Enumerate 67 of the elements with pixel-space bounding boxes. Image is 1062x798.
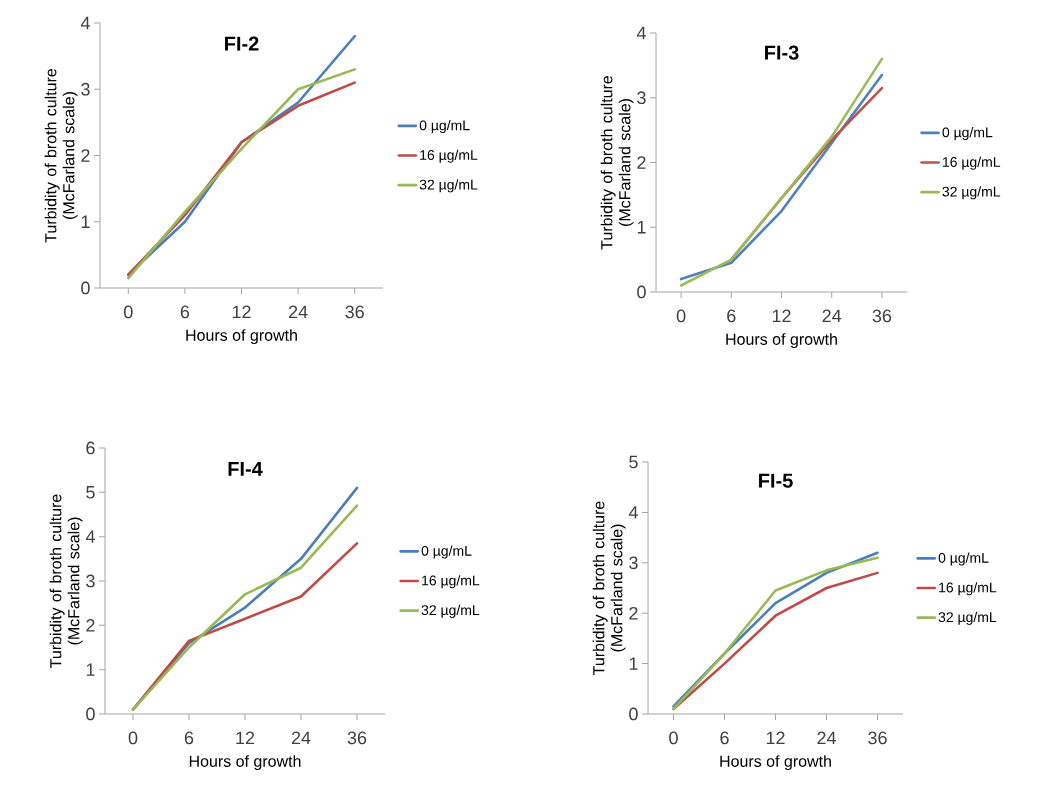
legend-label: 16 µg/mL xyxy=(420,149,478,163)
chart-title: FI-5 xyxy=(759,473,793,488)
x-tick-label: 0 xyxy=(669,731,678,745)
legend-label: 16 µg/mL xyxy=(422,575,480,589)
y-tick-label: 0 xyxy=(81,281,90,295)
x-axis-title: Hours of growth xyxy=(726,333,837,349)
y-tick-label: 1 xyxy=(629,657,638,670)
y-tick-label: 3 xyxy=(81,82,90,96)
legend-label: 0 µg/mL xyxy=(938,552,989,566)
x-axis-title: Hours of growth xyxy=(186,329,297,345)
x-tick-label: 24 xyxy=(822,309,842,323)
x-tick-label: 0 xyxy=(124,305,133,319)
x-tick-label: 36 xyxy=(872,309,892,323)
y-axis-title: Turbidity of broth culture (McFarland scale) xyxy=(49,494,83,668)
chart-title: FI-3 xyxy=(765,45,799,60)
legend-label: 0 µg/mL xyxy=(419,120,470,134)
y-tick-label: 0 xyxy=(86,707,95,721)
y-tick-label: 3 xyxy=(637,91,646,105)
legend-label: 0 µg/mL xyxy=(942,127,993,141)
x-axis-title: Hours of growth xyxy=(720,755,831,771)
y-tick-label: 6 xyxy=(86,441,95,455)
y-axis-title: Turbidity of broth culture (McFarland scale) xyxy=(44,68,78,243)
x-tick-label: 6 xyxy=(727,309,736,323)
x-axis-title: Hours of growth xyxy=(189,755,301,771)
y-tick-label: 3 xyxy=(86,574,95,588)
x-tick-label: 6 xyxy=(180,305,190,319)
y-tick-label: 4 xyxy=(85,530,95,543)
x-tick-label: 24 xyxy=(289,305,308,319)
y-tick-label: 2 xyxy=(86,619,95,632)
y-tick-label: 4 xyxy=(628,506,638,519)
y-tick-label: 0 xyxy=(637,285,646,299)
y-tick-label: 5 xyxy=(629,455,638,469)
legend-label: 32 µg/mL xyxy=(938,611,997,625)
text: FI-2 xyxy=(225,36,259,51)
y-tick-label: 2 xyxy=(629,606,638,620)
y-tick-label: 3 xyxy=(629,556,638,570)
y-tick-label: 1 xyxy=(86,663,95,676)
x-tick-label: 12 xyxy=(772,309,791,323)
y-tick-label: 1 xyxy=(637,221,646,234)
text: FI-4 xyxy=(228,461,263,476)
y-tick-label: 1 xyxy=(81,215,90,228)
x-tick-label: 24 xyxy=(291,731,311,745)
x-tick-label: 6 xyxy=(184,731,194,745)
x-tick-label: 36 xyxy=(347,731,367,745)
y-axis-title: Turbidity of broth culture (McFarland scale) xyxy=(600,75,634,250)
y-tick-label: 5 xyxy=(86,486,95,499)
legend-label: 32 µg/mL xyxy=(421,604,480,618)
legend-label: 32 µg/mL xyxy=(419,179,478,193)
x-tick-label: 6 xyxy=(720,731,729,745)
y-axis-title: Turbidity of broth culture (McFarland scale) xyxy=(592,501,626,675)
x-tick-label: 12 xyxy=(236,731,255,745)
x-tick-label: 24 xyxy=(817,731,836,745)
y-tick-label: 2 xyxy=(81,149,90,162)
x-tick-label: 0 xyxy=(676,309,686,323)
y-tick-label: 0 xyxy=(629,707,638,721)
x-tick-label: 0 xyxy=(128,731,138,745)
x-tick-label: 36 xyxy=(345,305,364,319)
y-tick-label: 2 xyxy=(637,156,646,169)
x-tick-label: 36 xyxy=(868,731,887,745)
y-tick-label: 4 xyxy=(80,16,90,30)
legend-label: 16 µg/mL xyxy=(942,156,1001,170)
x-tick-label: 12 xyxy=(232,305,251,319)
legend-label: 0 µg/mL xyxy=(421,545,472,559)
legend-label: 32 µg/mL xyxy=(942,186,1001,200)
y-tick-label: 4 xyxy=(636,26,646,40)
x-tick-label: 12 xyxy=(766,731,785,745)
legend-label: 16 µg/mL xyxy=(939,582,997,596)
